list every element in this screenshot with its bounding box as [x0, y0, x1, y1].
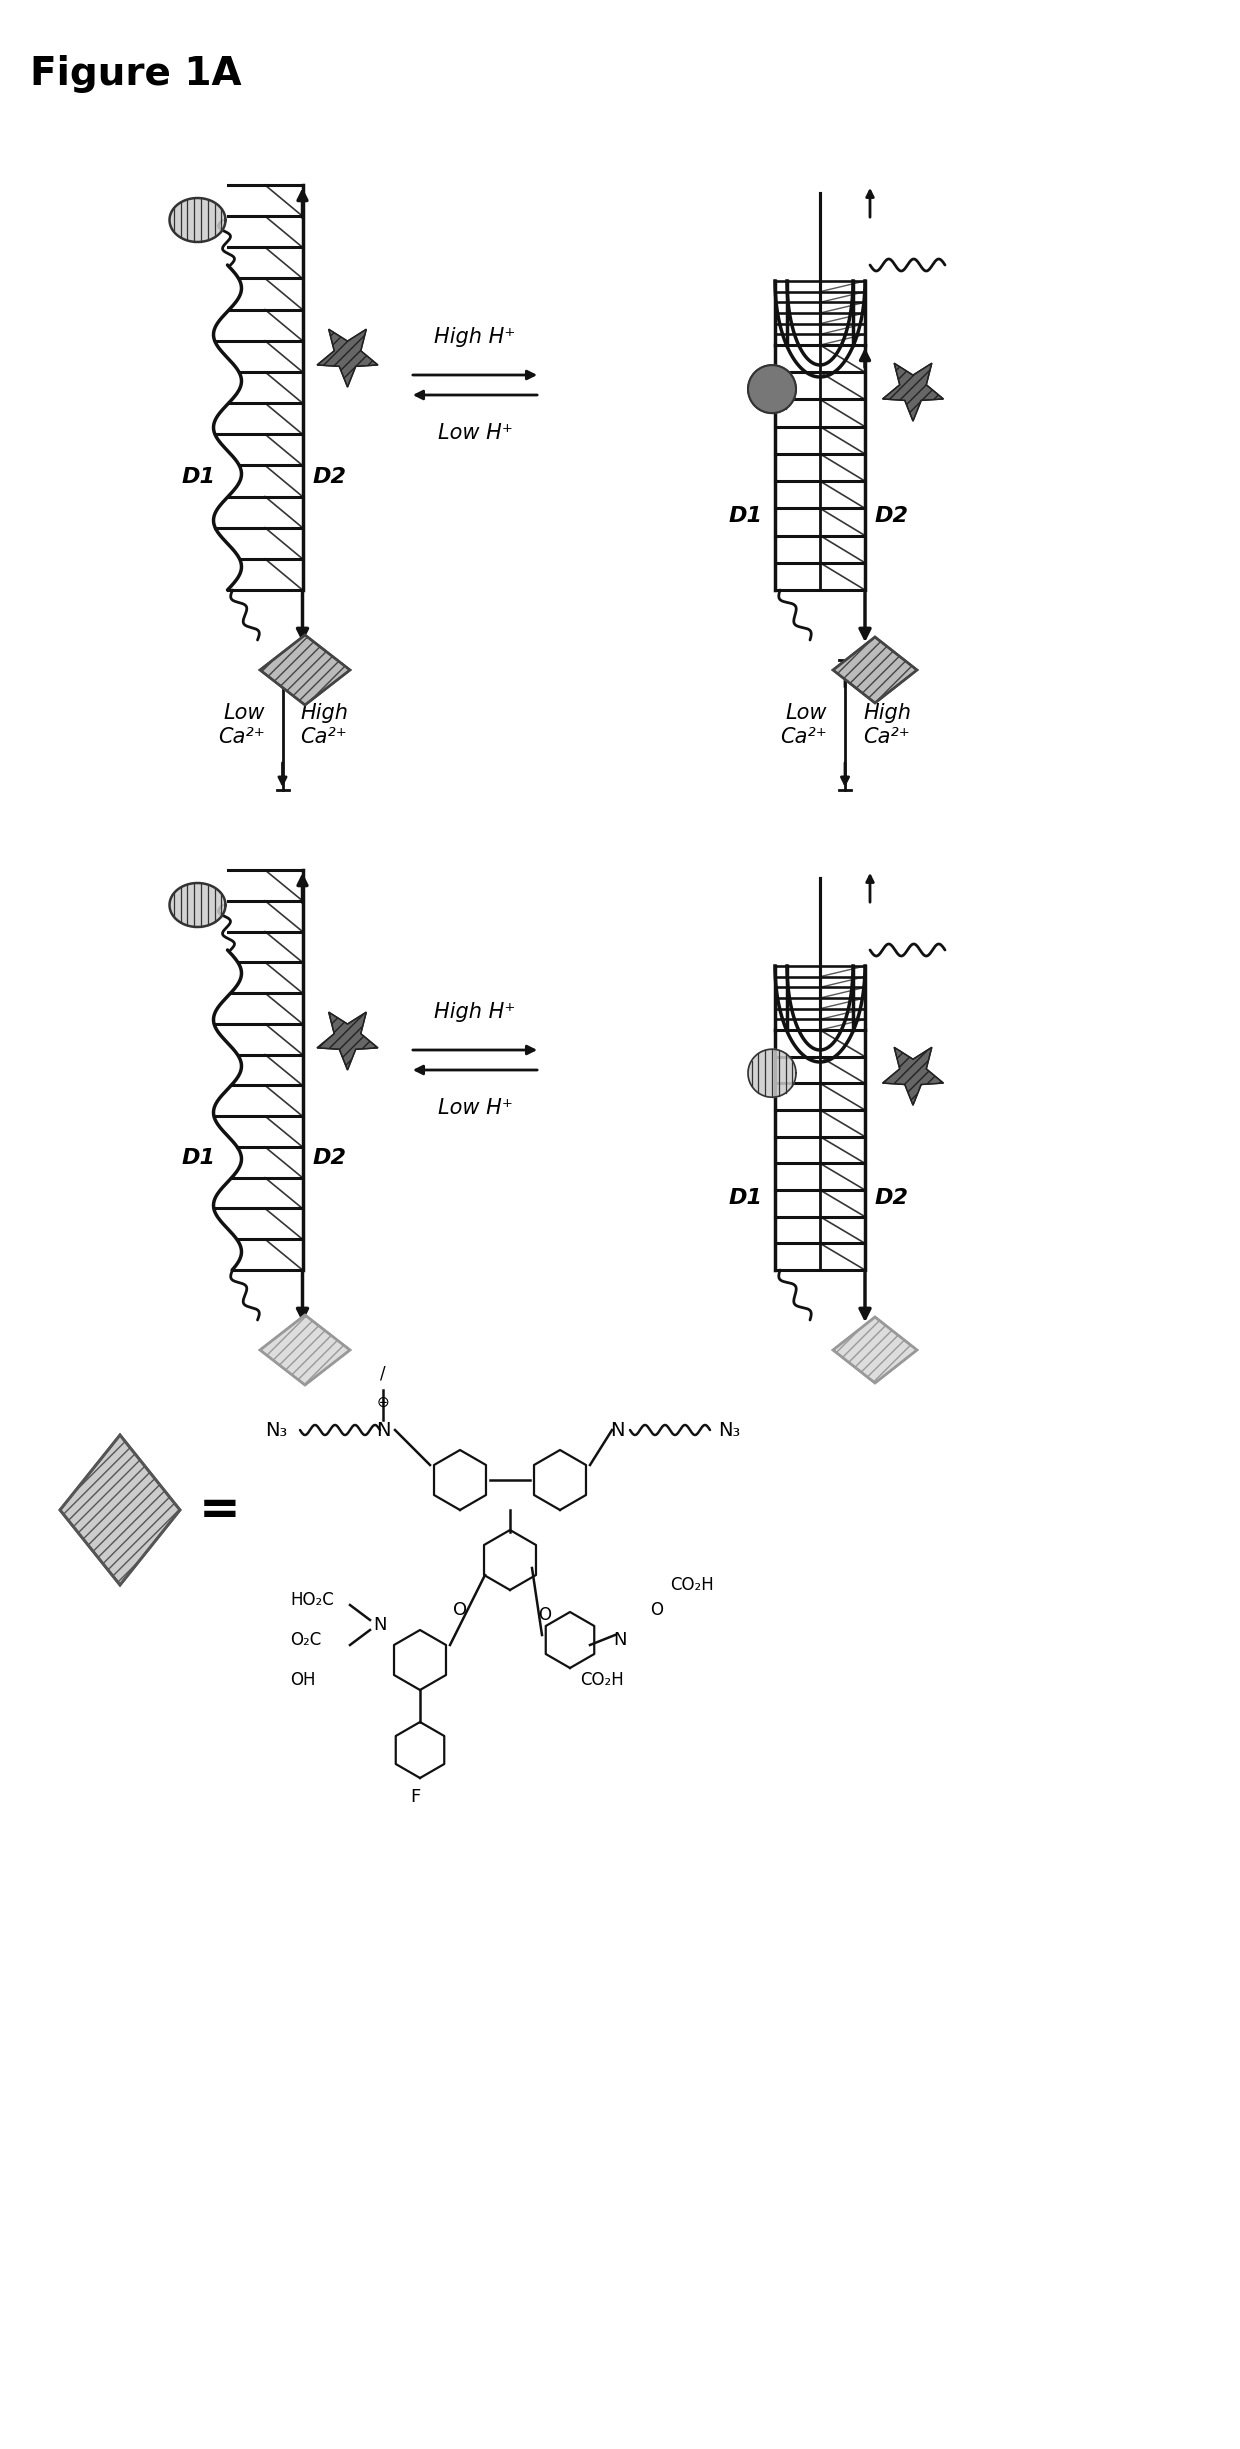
Polygon shape	[170, 198, 226, 242]
Polygon shape	[317, 1011, 378, 1070]
Polygon shape	[833, 1318, 918, 1384]
Text: High
Ca²⁺: High Ca²⁺	[300, 703, 348, 747]
Text: N₃: N₃	[718, 1420, 740, 1440]
Text: ⊕: ⊕	[377, 1393, 389, 1411]
Text: D1: D1	[729, 1188, 763, 1207]
Polygon shape	[170, 884, 226, 928]
Text: O: O	[650, 1602, 663, 1619]
Text: F: F	[410, 1788, 420, 1805]
Text: D2: D2	[875, 1188, 909, 1207]
Text: D2: D2	[875, 507, 909, 527]
Polygon shape	[748, 1048, 796, 1097]
Circle shape	[748, 365, 796, 414]
Text: OH: OH	[290, 1670, 315, 1690]
Text: D1: D1	[729, 507, 763, 527]
Text: D1: D1	[181, 468, 216, 487]
Text: High H⁺: High H⁺	[434, 328, 516, 348]
Text: D2: D2	[312, 468, 346, 487]
Polygon shape	[883, 1048, 944, 1104]
Text: N: N	[614, 1631, 626, 1648]
Polygon shape	[317, 328, 378, 387]
Text: D2: D2	[312, 1149, 346, 1168]
Text: N: N	[376, 1420, 391, 1440]
Text: Low
Ca²⁺: Low Ca²⁺	[780, 703, 827, 747]
Text: D1: D1	[181, 1149, 216, 1168]
Text: N: N	[610, 1420, 625, 1440]
Text: Low H⁺: Low H⁺	[438, 1097, 512, 1119]
Text: N₃: N₃	[265, 1420, 288, 1440]
Text: High H⁺: High H⁺	[434, 1002, 516, 1021]
Text: CO₂H: CO₂H	[580, 1670, 624, 1690]
Text: Low
Ca²⁺: Low Ca²⁺	[218, 703, 264, 747]
Polygon shape	[748, 365, 796, 414]
Polygon shape	[260, 1315, 350, 1386]
Text: High
Ca²⁺: High Ca²⁺	[863, 703, 911, 747]
Polygon shape	[833, 637, 918, 703]
Polygon shape	[260, 634, 350, 705]
Text: =: =	[200, 1487, 241, 1533]
Polygon shape	[883, 362, 944, 421]
Text: Low H⁺: Low H⁺	[438, 424, 512, 443]
Text: O₂C: O₂C	[290, 1631, 321, 1648]
Text: HO₂C: HO₂C	[290, 1592, 334, 1609]
Text: O: O	[538, 1607, 552, 1624]
Polygon shape	[60, 1435, 180, 1585]
Text: CO₂H: CO₂H	[670, 1577, 714, 1594]
Text: O: O	[453, 1602, 467, 1619]
Text: Figure 1A: Figure 1A	[30, 54, 242, 93]
Text: N: N	[373, 1616, 387, 1633]
Text: /: /	[381, 1364, 386, 1381]
